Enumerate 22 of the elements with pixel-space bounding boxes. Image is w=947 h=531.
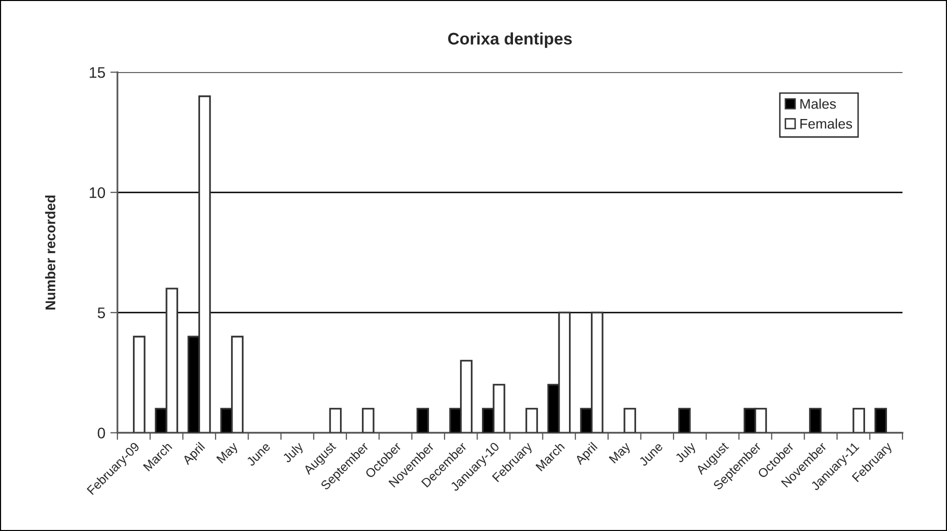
x-tick-label: May xyxy=(608,441,633,466)
bar xyxy=(624,408,636,433)
bar xyxy=(852,408,866,433)
y-tick-label: 5 xyxy=(98,308,105,318)
x-tick-label: May xyxy=(216,441,240,466)
bar xyxy=(809,408,822,433)
x-tick-label: July xyxy=(674,441,698,465)
bar xyxy=(416,408,430,433)
y-axis-title: Number recorded xyxy=(45,196,56,310)
y-tick-label: 0 xyxy=(98,428,106,438)
x-tick-label: July xyxy=(282,441,306,465)
bar xyxy=(874,408,887,433)
bar xyxy=(525,408,538,433)
legend-label: Males xyxy=(800,98,836,109)
y-tick-label: 10 xyxy=(90,187,106,198)
bar xyxy=(362,408,374,433)
y-tick-label: 15 xyxy=(90,67,105,78)
legend-label: Females xyxy=(800,118,852,129)
bar xyxy=(678,408,691,433)
bar xyxy=(329,408,342,433)
bar xyxy=(132,336,146,433)
chart-title: Corixa dentipes xyxy=(448,32,572,48)
